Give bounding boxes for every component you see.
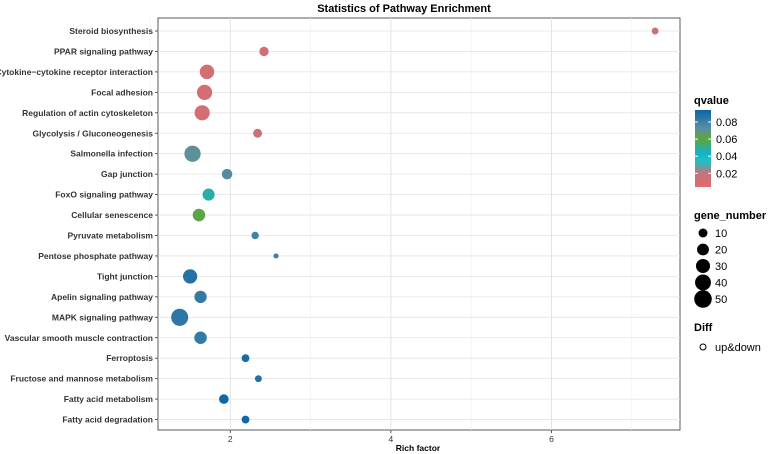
category-label: Steroid biosynthesis (69, 26, 153, 36)
qvalue-legend: qvalue 0.08 0.06 0.04 0.02 (694, 95, 737, 187)
size-legend-symbol (694, 290, 712, 308)
qvalue-legend-ticks: 0.08 0.06 0.04 0.02 (695, 117, 737, 180)
data-point (251, 231, 259, 240)
data-points (171, 27, 659, 424)
diff-legend: Diff up&down (694, 322, 761, 354)
diff-legend-title: Diff (694, 322, 713, 334)
data-point (192, 208, 206, 222)
data-point (194, 290, 207, 304)
category-label: Gap junction (101, 169, 153, 179)
size-legend-symbol (697, 243, 709, 256)
category-label: Regulation of actin cytoskeleton (22, 108, 153, 118)
category-label: Fatty acid degradation (62, 415, 153, 425)
category-label: Pentose phosphate pathway (38, 251, 153, 261)
size-legend-label: 20 (715, 245, 727, 257)
category-label: Focal adhesion (91, 87, 153, 97)
data-point (273, 253, 279, 259)
data-point (241, 415, 250, 424)
data-point (194, 331, 207, 345)
data-point (241, 354, 250, 363)
data-point (202, 188, 215, 201)
qvalue-tick-label: 0.08 (716, 117, 737, 129)
category-label: Pyruvate metabolism (67, 231, 153, 241)
category-label: Tight junction (97, 271, 153, 281)
category-label: PPAR signaling pathway (54, 46, 153, 56)
diff-legend-label: up&down (715, 342, 761, 354)
x-tick-label: 2 (228, 434, 233, 444)
data-point (219, 394, 229, 404)
x-tick-label: 6 (549, 434, 554, 444)
x-axis-ticks: 2 4 6 (228, 430, 554, 444)
size-legend-symbol (698, 228, 708, 238)
category-label: Fatty acid metabolism (64, 394, 154, 404)
chart-title: Statistics of Pathway Enrichment (317, 3, 491, 15)
category-label: Salmonella infection (70, 149, 153, 159)
x-tick-label: 4 (389, 434, 394, 444)
size-legend-label: 40 (715, 278, 727, 290)
data-point (254, 375, 262, 383)
size-legend-label: 50 (715, 294, 727, 306)
data-point (651, 27, 659, 35)
gene-number-legend: gene_number 10 20 30 40 50 (694, 210, 767, 308)
size-legend-symbol (695, 258, 711, 274)
diff-legend-symbol (699, 343, 707, 351)
category-label: FoxO signaling pathway (55, 190, 153, 200)
qvalue-legend-title: qvalue (694, 95, 729, 107)
category-label: Vascular smooth muscle contraction (5, 333, 153, 343)
data-point (221, 168, 233, 180)
grid (149, 18, 680, 430)
x-axis-title: Rich factor (396, 443, 441, 453)
category-label: Ferroptosis (106, 353, 153, 363)
category-label: MAPK signaling pathway (52, 312, 153, 322)
size-legend-label: 10 (715, 228, 727, 240)
gene-number-legend-title: gene_number (694, 210, 767, 222)
size-legend-label: 30 (715, 261, 727, 273)
category-label: Fructose and mannose metabolism (10, 374, 153, 384)
category-label: Glycolysis / Gluconeogenesis (33, 128, 154, 138)
data-point (199, 64, 215, 80)
qvalue-tick-label: 0.04 (716, 151, 737, 163)
plot-panel (157, 17, 681, 431)
category-label: Cytokine−cytokine receptor interaction (0, 67, 153, 77)
category-label: Apelin signaling pathway (51, 292, 153, 302)
data-point (182, 269, 198, 284)
qvalue-color-bar (695, 110, 711, 187)
gene-number-legend-items: 10 20 30 40 50 (694, 228, 727, 308)
data-point (184, 145, 201, 162)
data-point (259, 46, 269, 57)
data-point (171, 308, 189, 326)
y-axis-category-labels: Steroid biosynthesis PPAR signaling pathw… (0, 26, 158, 425)
qvalue-tick-label: 0.02 (716, 168, 737, 180)
data-point (253, 128, 263, 138)
size-legend-symbol (695, 274, 711, 291)
qvalue-tick-label: 0.06 (716, 134, 737, 146)
category-label: Cellular senescence (71, 210, 153, 220)
data-point (194, 105, 210, 121)
data-point (196, 84, 213, 100)
